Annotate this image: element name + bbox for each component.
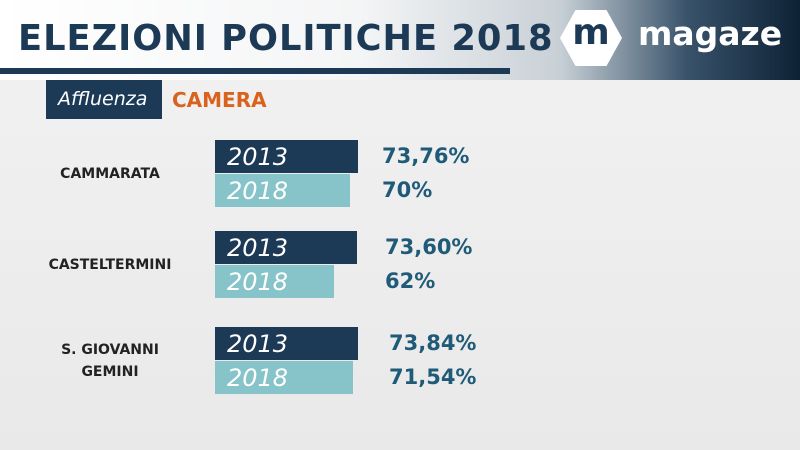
header-band [0, 0, 800, 80]
series-label: 2018 [227, 364, 289, 392]
data-label: 73,84% [389, 331, 477, 355]
series-label: 2013 [227, 234, 289, 262]
bar-2018: 2018 [215, 361, 353, 394]
title-divider [0, 68, 510, 74]
subheader-chamber: CAMERA [172, 88, 267, 112]
category-label: S. GIOVANNI GEMINI [61, 341, 159, 380]
bar-2018: 2018 [215, 265, 334, 298]
series-label: 2013 [227, 143, 289, 171]
bar-2013: 2013 [215, 231, 357, 264]
data-label: 73,76% [382, 144, 470, 168]
logo-mark: m [572, 12, 610, 53]
bar-2013: 2013 [215, 327, 358, 360]
bar-2013: 2013 [215, 140, 358, 173]
series-label: 2018 [227, 177, 289, 205]
bar-2018: 2018 [215, 174, 350, 207]
page-title: ELEZIONI POLITICHE 2018 [18, 18, 554, 59]
data-label: 62% [385, 269, 436, 293]
subheader-label: Affluenza [58, 88, 148, 110]
series-label: 2018 [227, 268, 289, 296]
data-label: 70% [382, 178, 433, 202]
subheader-label-box: Affluenza [46, 80, 162, 119]
data-label: 73,60% [385, 235, 473, 259]
series-label: 2013 [227, 330, 289, 358]
category-label: CASTELTERMINI [48, 256, 172, 273]
logo-wordmark: magaze [638, 14, 783, 53]
data-label: 71,54% [389, 365, 477, 389]
category-label: CAMMARATA [60, 165, 160, 182]
